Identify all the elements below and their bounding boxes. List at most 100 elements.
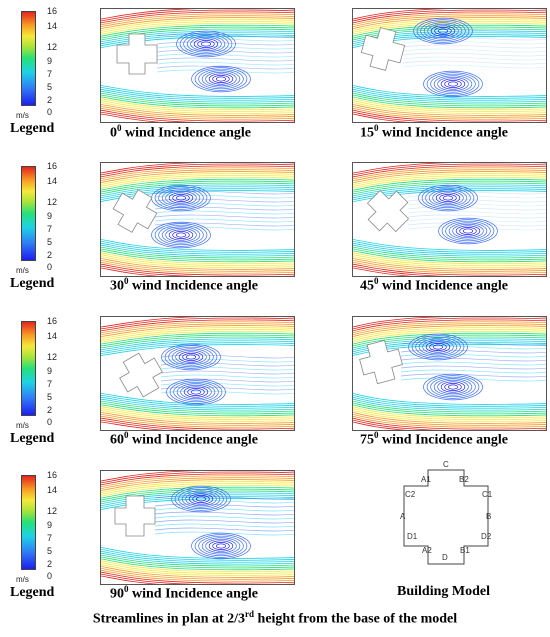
legend-tick: 7	[47, 533, 53, 543]
legend-label: Legend	[10, 276, 55, 291]
streamline-plot-90	[100, 470, 295, 585]
legend: 16 14 12 9 7 5 2 0 m/s Legend	[10, 5, 70, 136]
degree-sup: 0	[124, 584, 129, 594]
panel-caption: 300 wind Incidence angle	[110, 276, 258, 295]
legend-tick: 5	[47, 237, 53, 247]
legend-tick: 16	[47, 316, 58, 326]
degree-sup: 0	[374, 123, 379, 133]
streamline-plot-15	[352, 8, 547, 123]
point-label: C1	[482, 490, 493, 499]
caption-suffix: height from the base of the model	[254, 611, 458, 627]
legend-tick: 14	[47, 21, 58, 31]
legend-tick: 12	[47, 42, 58, 52]
figure-caption: Streamlines in plan at 2/3rd height from…	[0, 609, 550, 628]
panel-caption: 600 wind Incidence angle	[110, 430, 258, 449]
legend-tick: 14	[47, 485, 58, 495]
angle-value: 30	[110, 278, 124, 294]
streamline-svg	[353, 163, 546, 276]
legend-tick: 16	[47, 470, 58, 480]
point-label: B	[486, 512, 492, 521]
angle-value: 0	[110, 125, 117, 141]
building-model-caption: Building Model	[397, 584, 490, 599]
streamline-svg	[353, 317, 546, 430]
legend-tick: 0	[47, 417, 53, 427]
legend-tick: 7	[47, 224, 53, 234]
panel-caption: 450 wind Incidence angle	[360, 276, 508, 295]
angle-value: 15	[360, 125, 374, 141]
panel-caption: 750 wind Incidence angle	[360, 430, 508, 449]
streamline-svg	[101, 317, 294, 430]
legend-unit: m/s	[16, 421, 29, 430]
caption-sup: rd	[245, 609, 255, 619]
colorbar	[21, 475, 36, 570]
streamline-plot-60	[100, 316, 295, 431]
legend-tick: 7	[47, 69, 53, 79]
legend-tick: 12	[47, 506, 58, 516]
legend-tick: 2	[47, 95, 53, 105]
legend-tick: 5	[47, 82, 53, 92]
caption-text: wind Incidence angle	[125, 125, 252, 141]
streamline-plot-75	[352, 316, 547, 431]
legend: 16 14 12 9 7 5 2 0 m/s Legend	[10, 160, 70, 291]
legend-tick: 14	[47, 331, 58, 341]
caption-text: wind Incidence angle	[382, 278, 509, 294]
streamline-svg	[101, 163, 294, 276]
legend-tick: 16	[47, 6, 58, 16]
panel-caption: 150 wind Incidence angle	[360, 123, 508, 142]
caption-text: wind Incidence angle	[382, 125, 509, 141]
building-outline	[403, 469, 489, 565]
degree-sup: 0	[124, 276, 129, 286]
legend-tick: 0	[47, 571, 53, 581]
caption-text: wind Incidence angle	[382, 432, 509, 448]
legend-label: Legend	[10, 431, 55, 446]
point-label: C2	[405, 490, 416, 499]
degree-sup: 0	[374, 430, 379, 440]
angle-value: 75	[360, 432, 374, 448]
colorbar	[21, 321, 36, 416]
angle-value: 60	[110, 432, 124, 448]
streamline-svg	[101, 9, 294, 122]
legend-tick: 9	[47, 366, 53, 376]
panel-caption: 00 wind Incidence angle	[110, 123, 251, 142]
legend-tick: 0	[47, 262, 53, 272]
point-label: B1	[460, 546, 470, 555]
point-label: A1	[421, 475, 431, 484]
legend-tick: 0	[47, 107, 53, 117]
streamline-svg	[101, 471, 294, 584]
legend-tick: 14	[47, 176, 58, 186]
legend: 16 14 12 9 7 5 2 0 m/s Legend	[10, 469, 70, 600]
legend-tick: 12	[47, 352, 58, 362]
caption-text: wind Incidence angle	[132, 586, 259, 602]
point-label: B2	[459, 475, 469, 484]
streamline-plot-45	[352, 162, 547, 277]
caption-text: wind Incidence angle	[132, 432, 259, 448]
caption-text: wind Incidence angle	[132, 278, 259, 294]
legend-tick: 2	[47, 250, 53, 260]
legend: 16 14 12 9 7 5 2 0 m/s Legend	[10, 315, 70, 446]
legend-tick: 5	[47, 546, 53, 556]
degree-sup: 0	[117, 123, 122, 133]
legend-tick: 9	[47, 520, 53, 530]
angle-value: 45	[360, 278, 374, 294]
legend-tick: 9	[47, 56, 53, 66]
point-label: C	[443, 460, 449, 469]
legend-tick: 2	[47, 559, 53, 569]
point-label: D2	[481, 532, 492, 541]
colorbar	[21, 166, 36, 261]
legend-unit: m/s	[16, 111, 29, 120]
point-label: D1	[407, 532, 418, 541]
streamline-plot-0	[100, 8, 295, 123]
panel-caption: 900 wind Incidence angle	[110, 584, 258, 603]
point-label: A	[400, 512, 406, 521]
angle-value: 90	[110, 586, 124, 602]
legend-unit: m/s	[16, 266, 29, 275]
legend-tick: 16	[47, 161, 58, 171]
legend-tick: 12	[47, 197, 58, 207]
legend-tick: 9	[47, 211, 53, 221]
degree-sup: 0	[124, 430, 129, 440]
colorbar	[21, 11, 36, 106]
legend-unit: m/s	[16, 575, 29, 584]
legend-label: Legend	[10, 585, 55, 600]
caption-prefix: Streamlines in plan at 2/3	[92, 611, 246, 627]
point-label: A2	[422, 546, 432, 555]
